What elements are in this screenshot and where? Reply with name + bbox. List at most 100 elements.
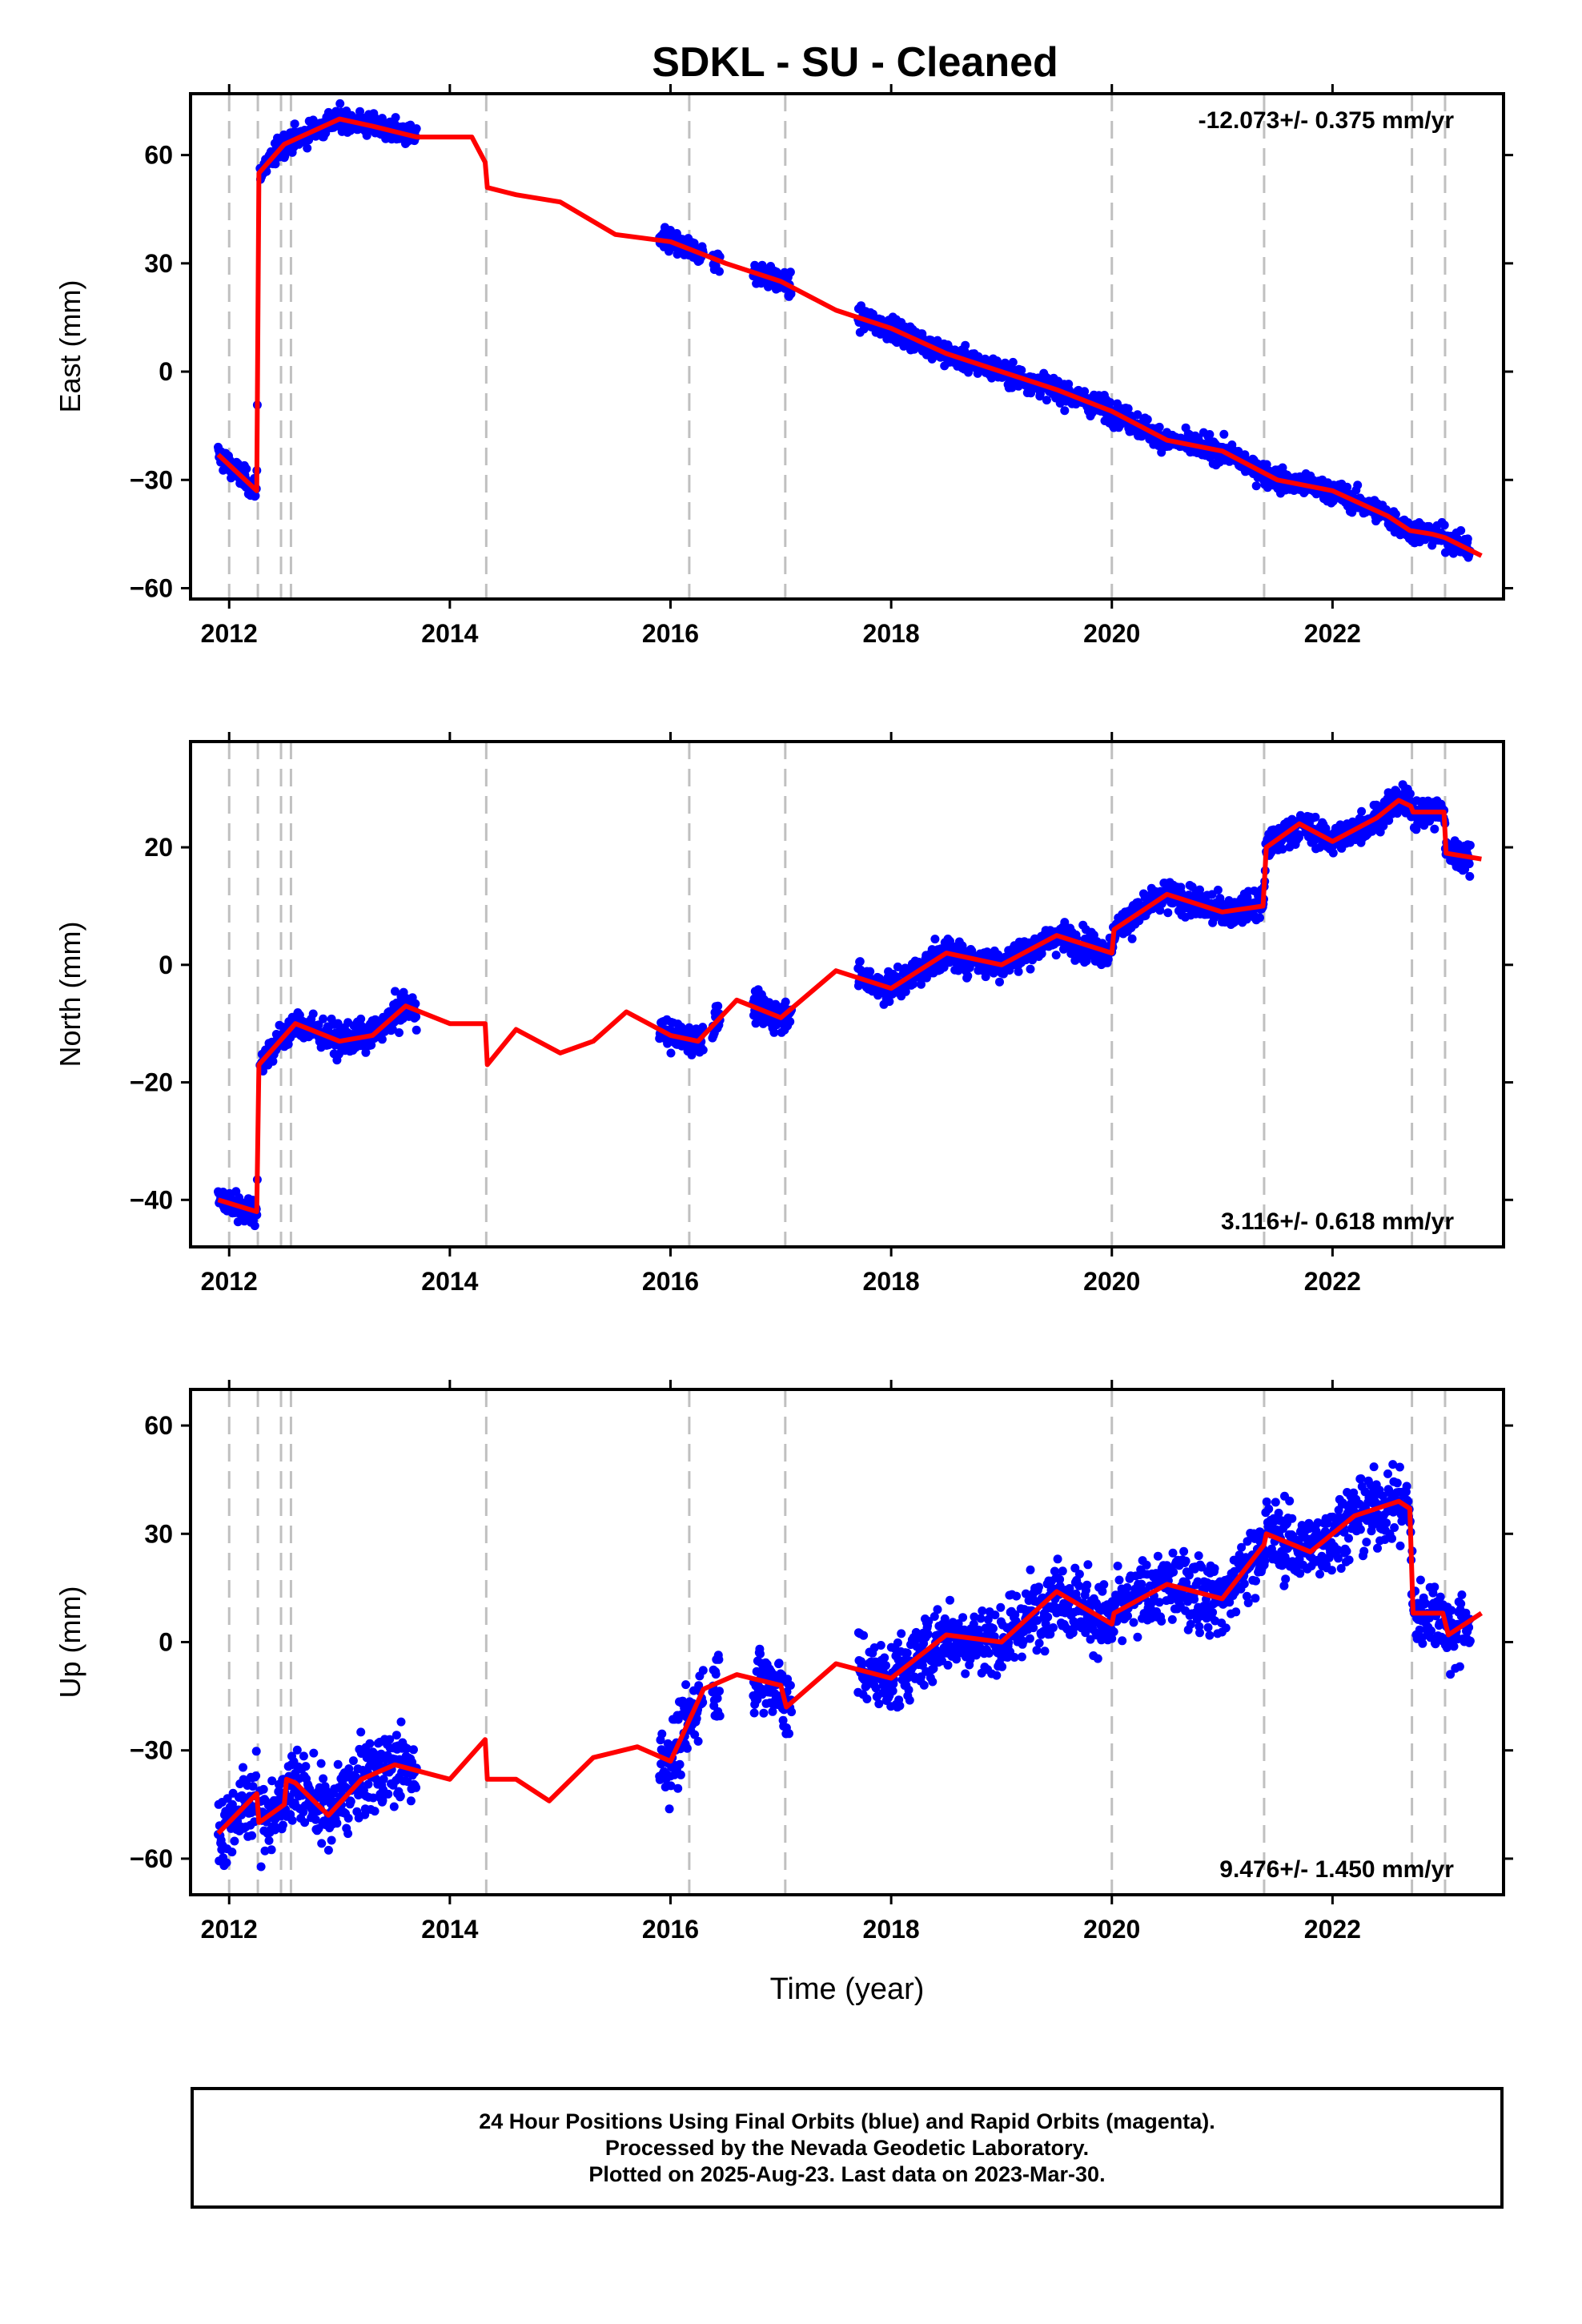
observation-point: [1343, 482, 1352, 492]
observation-point: [666, 1048, 676, 1058]
observation-point: [332, 1819, 342, 1828]
observation-point: [1040, 1647, 1050, 1656]
observation-point: [1093, 1654, 1102, 1663]
observation-point: [1168, 1548, 1178, 1558]
observation-point: [1082, 1580, 1092, 1590]
observation-point: [1118, 1636, 1127, 1646]
observation-point: [1255, 913, 1264, 923]
observation-point: [769, 1027, 779, 1037]
observation-point: [946, 1595, 954, 1605]
observation-point: [409, 1745, 418, 1755]
observation-point: [713, 1001, 723, 1011]
observation-point: [1053, 1554, 1062, 1564]
observation-point: [958, 941, 967, 951]
observation-point: [283, 1039, 293, 1049]
plot-frame: [189, 740, 1505, 1248]
observation-point: [933, 336, 942, 345]
x-tick-label: 2016: [642, 1267, 699, 1296]
observation-point: [323, 1845, 333, 1855]
x-tick-label: 2020: [1083, 619, 1140, 648]
observation-point: [1169, 1567, 1178, 1577]
observation-point: [1391, 509, 1400, 519]
observation-point: [1353, 480, 1363, 490]
observation-point: [1154, 422, 1164, 432]
observation-point: [690, 1730, 700, 1739]
observation-point: [909, 979, 918, 989]
observation-point: [278, 1820, 287, 1830]
velocity-rate-label: 3.116+/- 0.618 mm/yr: [1221, 1208, 1454, 1235]
observation-point: [363, 1779, 373, 1789]
observation-point: [1049, 1623, 1058, 1632]
observation-point: [251, 1771, 261, 1780]
observation-point: [1190, 1594, 1199, 1604]
observation-point: [785, 1729, 793, 1739]
observation-point: [412, 1783, 421, 1792]
observation-point: [1099, 1580, 1109, 1590]
observation-point: [785, 1681, 795, 1690]
observation-point: [1157, 1616, 1166, 1626]
observation-point: [385, 1735, 395, 1744]
observation-point: [271, 159, 280, 169]
observation-point: [1122, 1582, 1132, 1592]
observation-point: [309, 1748, 319, 1758]
observation-point: [267, 1776, 277, 1786]
observation-point: [928, 1677, 938, 1687]
observation-point: [396, 1791, 405, 1801]
observation-point: [316, 1759, 326, 1768]
observation-point: [1058, 1566, 1067, 1576]
observation-point: [223, 1794, 232, 1803]
observation-point: [1157, 448, 1166, 457]
observation-point: [923, 1630, 933, 1639]
x-tick-label: 2018: [863, 1267, 920, 1296]
observation-point: [673, 1783, 683, 1793]
observation-point: [1034, 1582, 1043, 1592]
observation-point: [365, 1739, 375, 1748]
observation-point: [260, 1846, 270, 1856]
plot-frame: [189, 92, 1505, 601]
offset-lines: [227, 1389, 1447, 1895]
observation-point: [346, 1797, 355, 1806]
observation-point: [319, 1774, 328, 1783]
observation-point: [1017, 1652, 1026, 1662]
observation-point: [377, 1035, 387, 1044]
observation-point: [881, 1661, 890, 1671]
model-fit-line: [217, 798, 1482, 1214]
observation-point: [300, 1818, 310, 1827]
observation-point: [355, 107, 364, 116]
observation-point: [319, 1014, 328, 1023]
observation-point: [292, 1745, 302, 1755]
observation-point: [963, 971, 973, 981]
observation-point: [344, 1764, 354, 1774]
observation-point: [343, 1829, 353, 1839]
observation-point: [1219, 429, 1229, 439]
x-tick-label: 2020: [1083, 1267, 1140, 1296]
y-tick-label: −40: [130, 1185, 173, 1214]
observation-point: [996, 1602, 1006, 1612]
observation-point: [290, 119, 299, 129]
y-tick-label: 30: [144, 249, 173, 278]
observation-point: [682, 1743, 692, 1753]
observation-point: [311, 1815, 320, 1824]
observation-point: [1142, 1560, 1151, 1570]
observation-point: [268, 1056, 278, 1066]
observation-point: [715, 1687, 724, 1696]
observation-point: [989, 1623, 998, 1633]
observation-point: [1328, 848, 1338, 858]
observation-point: [370, 1807, 379, 1816]
observation-point: [396, 1717, 406, 1727]
observation-point: [1080, 387, 1090, 396]
observation-point: [308, 1009, 318, 1019]
observation-point: [1251, 481, 1261, 491]
observation-point: [383, 1789, 393, 1799]
observation-point: [1133, 1632, 1142, 1642]
observation-point: [411, 999, 420, 1008]
observation-point: [1014, 967, 1023, 976]
observation-point: [1278, 844, 1287, 854]
y-axis-label: East (mm): [54, 280, 86, 413]
observation-point: [1142, 415, 1152, 424]
x-tick-label: 2014: [421, 619, 478, 648]
observation-point: [751, 1019, 761, 1028]
y-tick-label: 60: [144, 141, 173, 170]
x-tick-label: 2018: [863, 619, 920, 648]
